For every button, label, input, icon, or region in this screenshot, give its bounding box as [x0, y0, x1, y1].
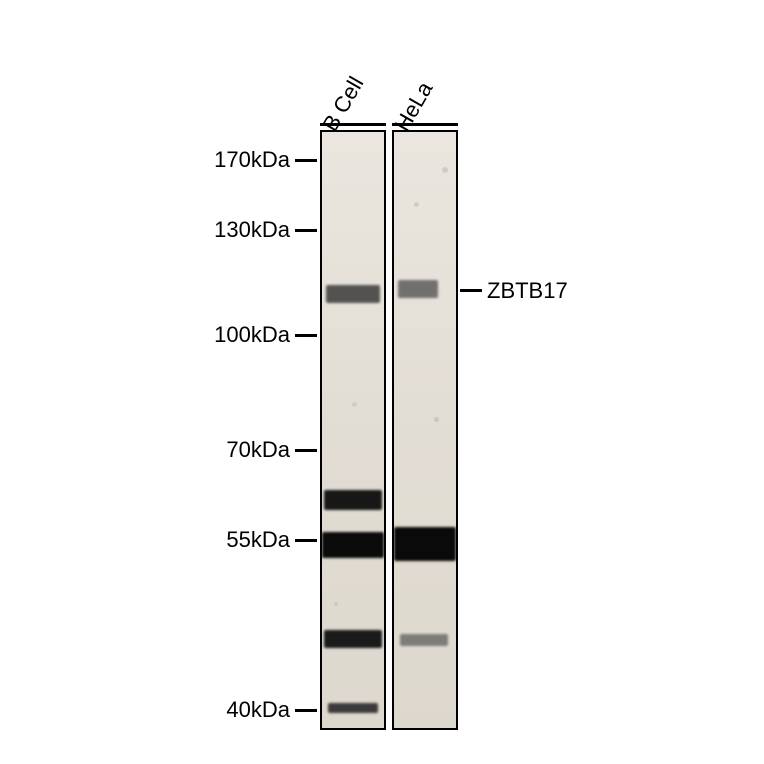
blot-band	[398, 280, 438, 298]
marker-tick	[295, 539, 317, 542]
marker-label: 70kDa	[226, 437, 290, 463]
blot-band	[322, 532, 384, 558]
noise-speckle	[434, 417, 439, 422]
lane-label-hela: HeLa	[389, 77, 438, 136]
blot-band	[324, 490, 382, 510]
noise-speckle	[352, 402, 357, 407]
lane-label-bcell: B Cell	[317, 72, 369, 136]
marker-label: 170kDa	[214, 147, 290, 173]
marker-tick	[295, 159, 317, 162]
noise-speckle	[442, 167, 448, 173]
marker-tick	[295, 449, 317, 452]
lane-underline-1	[320, 123, 386, 126]
marker-tick	[295, 334, 317, 337]
lane-bcell	[320, 130, 386, 730]
marker-label: 55kDa	[226, 527, 290, 553]
marker-label: 40kDa	[226, 697, 290, 723]
blot-band	[326, 285, 380, 303]
marker-label: 130kDa	[214, 217, 290, 243]
marker-label: 100kDa	[214, 322, 290, 348]
blot-band	[400, 634, 448, 646]
target-tick	[460, 289, 482, 292]
lane-hela	[392, 130, 458, 730]
western-blot-figure: B Cell HeLa 170kDa 130kDa 100kDa 70kDa 55kDa…	[0, 0, 764, 764]
blot-band	[328, 703, 378, 713]
blot-band	[324, 630, 382, 648]
blot-band	[394, 527, 456, 561]
marker-tick	[295, 229, 317, 232]
target-label: ZBTB17	[487, 278, 568, 304]
lane-underline-2	[392, 123, 458, 126]
marker-tick	[295, 709, 317, 712]
noise-speckle	[334, 602, 338, 606]
noise-speckle	[414, 202, 419, 207]
